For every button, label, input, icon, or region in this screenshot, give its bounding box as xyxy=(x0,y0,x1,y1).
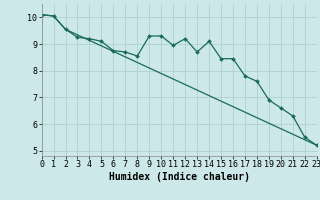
X-axis label: Humidex (Indice chaleur): Humidex (Indice chaleur) xyxy=(109,172,250,182)
